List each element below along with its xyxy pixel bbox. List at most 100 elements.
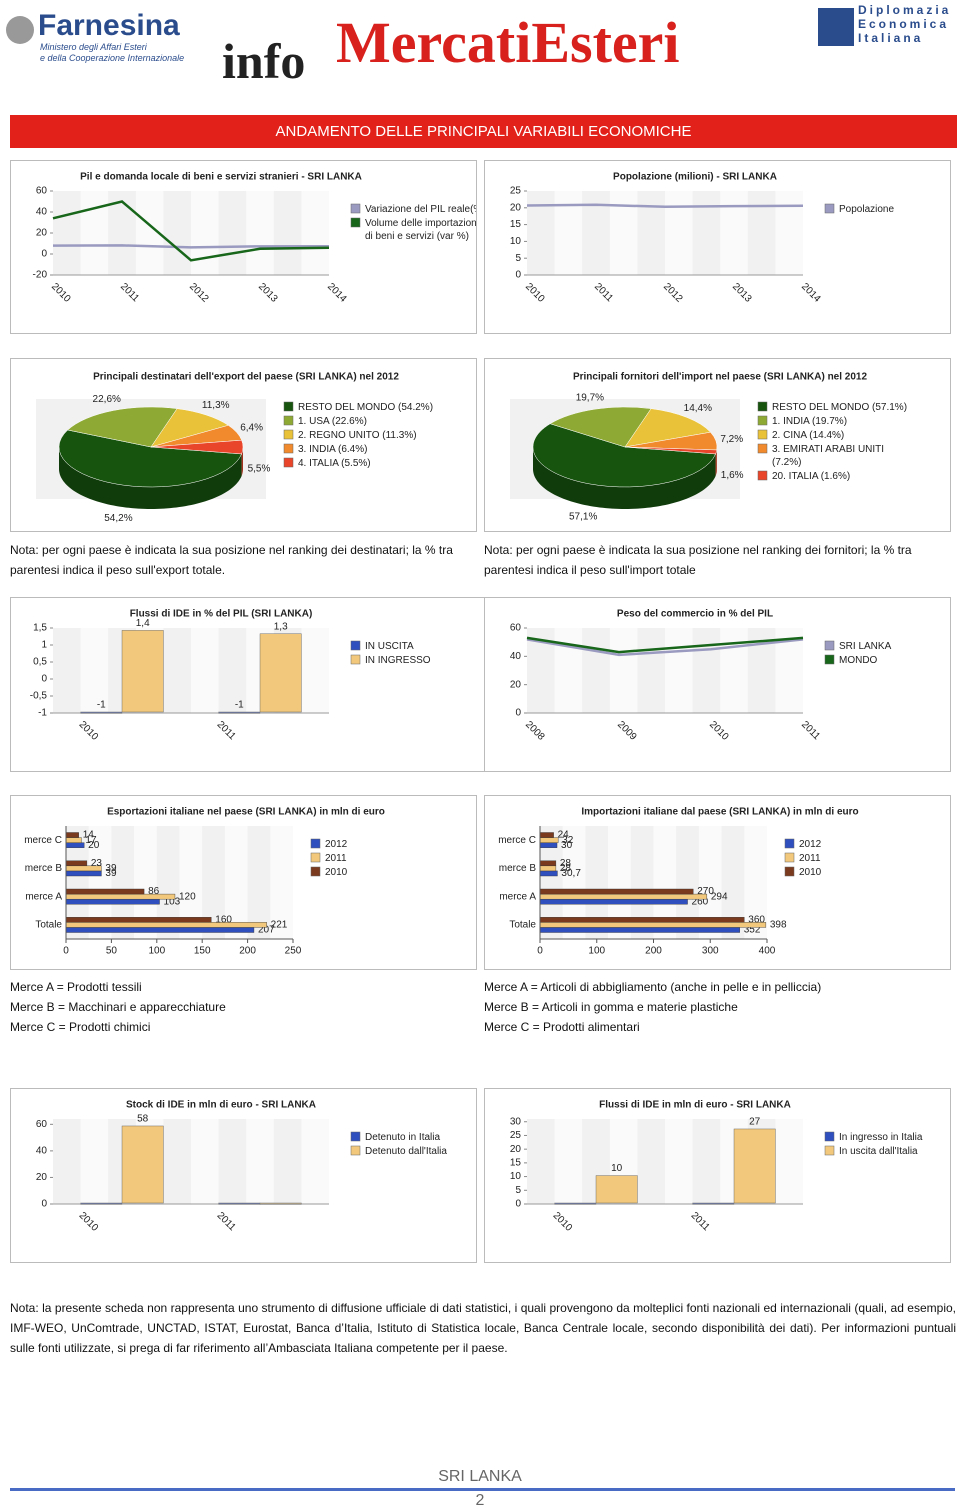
note: Nota: per ogni paese è indicata la sua p…	[10, 543, 453, 577]
x-tick-label: 2013	[730, 281, 754, 305]
y-tick-label: 0	[41, 1199, 47, 1210]
banner: ANDAMENTO DELLE PRINCIPALI VARIABILI ECO…	[10, 115, 957, 148]
chart-title: Peso del commercio in % del PIL	[617, 609, 773, 620]
plot-stripe	[775, 191, 803, 275]
x-tick-label: 2012	[661, 281, 685, 305]
data-label: 27	[749, 1117, 761, 1128]
chart-title: Pil e domanda locale di beni e servizi s…	[80, 172, 362, 183]
y-tick-label: Totale	[35, 920, 62, 931]
plot-stripe	[554, 191, 583, 275]
plot-stripe	[562, 826, 586, 939]
chart: Stock di IDE in mln di euro - SRI LANKA 0…	[10, 1088, 477, 1263]
chart: Flussi di IDE in mln di euro - SRI LANKA…	[484, 1088, 951, 1263]
data-label: -1	[97, 700, 106, 711]
legend-label: Variazione del PIL reale(%	[365, 204, 477, 215]
x-tick-label: 200	[645, 946, 662, 957]
chart: Importazioni italiane dal paese (SRI LAN…	[484, 795, 951, 970]
legend-label: 3. INDIA (6.4%)	[298, 444, 367, 455]
data-label: -1	[235, 700, 244, 711]
bar	[539, 893, 708, 900]
legend-label: RESTO DEL MONDO (54.2%)	[298, 402, 433, 413]
data-label: 360	[748, 914, 765, 925]
pie-side	[59, 447, 242, 509]
data-label: 30	[561, 840, 573, 851]
x-tick-label: 300	[702, 946, 719, 957]
chart: Flussi di IDE in % del PIL (SRI LANKA) -1…	[10, 597, 505, 772]
data-label: 39	[105, 863, 117, 874]
plot-stripe	[665, 628, 693, 713]
x-tick-label: 2011	[215, 719, 238, 742]
chart-title: Esportazioni italiane nel paese (SRI LAN…	[107, 807, 385, 818]
note-line: Merce B = Articoli in gomma e materie pl…	[484, 1000, 738, 1014]
x-tick-label: 2011	[118, 281, 141, 304]
plot-stripe	[653, 826, 677, 939]
x-tick-label: 50	[106, 946, 118, 957]
y-tick-label: merce B	[25, 863, 63, 874]
data-label: 120	[179, 891, 196, 902]
legend-label: 2012	[325, 839, 348, 850]
x-tick-label: 400	[759, 946, 776, 957]
bar	[65, 922, 267, 928]
y-tick-label: 30	[510, 1116, 522, 1127]
legend-label: In uscita dall'Italia	[839, 1146, 918, 1157]
bar	[539, 837, 559, 843]
data-label: 1,3	[274, 621, 288, 632]
legend-swatch	[310, 838, 321, 849]
chart-title: Flussi di IDE in mln di euro - SRI LANKA	[599, 1100, 791, 1111]
pie-slice	[58, 429, 242, 488]
data-label: 57,1%	[569, 512, 597, 523]
plot-stripe	[191, 1119, 219, 1204]
y-tick-label: merce C	[498, 835, 536, 846]
line	[526, 636, 804, 654]
x-tick-label: 2011	[689, 1210, 712, 1233]
y-tick-label: 0	[515, 708, 521, 719]
data-label: 20	[88, 840, 100, 851]
x-tick-label: 0	[537, 946, 543, 957]
chart-title: Flussi di IDE in % del PIL (SRI LANKA)	[130, 609, 313, 620]
legend-label: RESTO DEL MONDO (57.1%)	[772, 402, 907, 413]
y-tick-label: 20	[510, 202, 522, 213]
pie-side	[715, 449, 717, 476]
data-label: 10	[611, 1163, 623, 1174]
legend-swatch	[824, 1145, 835, 1156]
data-label: 103	[164, 896, 181, 907]
pie-slice	[624, 446, 718, 455]
x-tick-label: 100	[588, 946, 605, 957]
legend-swatch	[784, 866, 795, 877]
x-tick-label: 200	[239, 946, 256, 957]
chart: Pil e domanda locale di beni e servizi s…	[10, 160, 477, 334]
data-label: 58	[137, 1114, 149, 1125]
y-tick-label: 15	[510, 1158, 522, 1169]
y-tick-label: 20	[36, 228, 48, 239]
pie-side	[241, 447, 243, 476]
x-tick-label: 2010	[77, 719, 101, 743]
data-label: 398	[770, 920, 787, 931]
plot-stripe	[665, 1119, 693, 1204]
y-tick-label: 0	[41, 249, 47, 260]
y-tick-label: -20	[33, 270, 48, 281]
bar	[259, 633, 302, 713]
line	[52, 200, 330, 262]
bar	[121, 630, 164, 713]
legend-label: 2. CINA (14.4%)	[772, 430, 844, 441]
data-label: 352	[744, 925, 761, 936]
plot-stripe	[609, 191, 638, 275]
pie-slice	[624, 408, 711, 448]
plot-stripe	[88, 826, 112, 939]
legend-label: 2010	[325, 867, 348, 878]
note-line: Merce A = Articoli di abbigliamento (anc…	[484, 980, 822, 994]
y-tick-label: 0	[41, 674, 47, 685]
data-label: 32	[562, 835, 574, 846]
x-tick-label: 2011	[799, 719, 822, 742]
legend-label: Detenuto dall'Italia	[365, 1146, 447, 1157]
legend-swatch	[310, 866, 321, 877]
plot-stripe	[608, 826, 631, 939]
legend-swatch	[824, 654, 835, 665]
line	[52, 244, 330, 249]
logo-left: Farnesina	[38, 9, 180, 42]
page-number: 2	[475, 1492, 485, 1509]
legend-swatch	[283, 457, 294, 468]
data-label: 207	[258, 925, 275, 936]
chart-title: Stock di IDE in mln di euro - SRI LANKA	[126, 1100, 316, 1111]
chart: Popolazione (milioni) - SRI LANKA 0 5 10 15 2…	[484, 160, 951, 334]
